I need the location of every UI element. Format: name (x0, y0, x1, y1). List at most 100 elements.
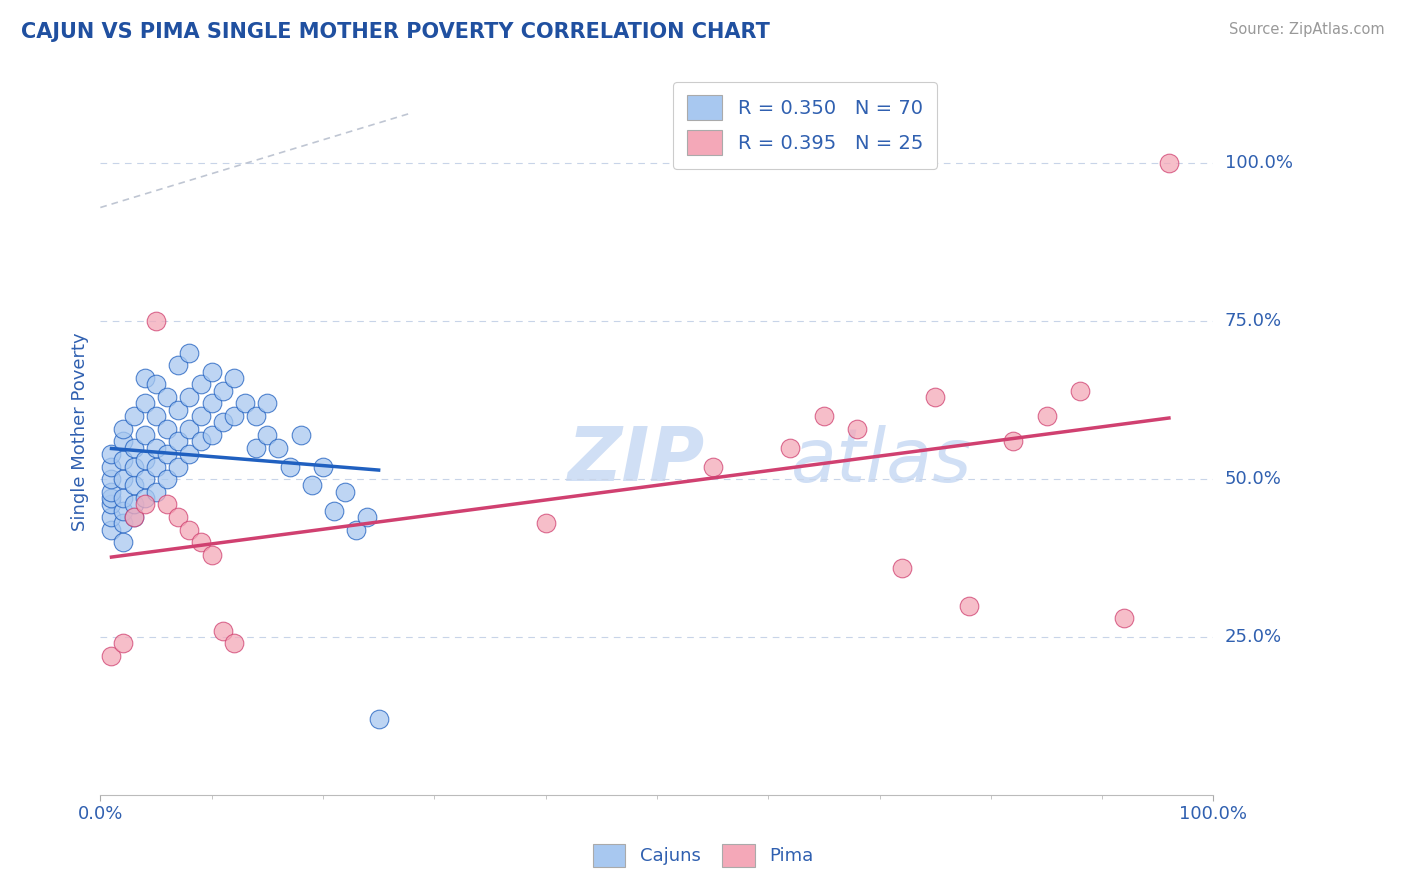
Point (367, 712, 389, 726)
Point (134, 453, 156, 467)
Point (1035, 409, 1057, 423)
Point (201, 365, 224, 379)
Point (245, 409, 267, 423)
Point (111, 516, 134, 531)
Point (122, 409, 145, 423)
Point (267, 441, 290, 455)
Text: 100.0%: 100.0% (1225, 154, 1292, 172)
Point (111, 472, 134, 486)
Point (156, 447, 179, 461)
Point (779, 441, 801, 455)
Text: 75.0%: 75.0% (1225, 312, 1282, 330)
Legend: Cajuns, Pima: Cajuns, Pima (585, 837, 821, 874)
Point (256, 396, 278, 410)
Point (100, 447, 122, 461)
Point (356, 510, 378, 524)
Point (335, 484, 357, 499)
Point (145, 409, 167, 423)
Text: ZIP: ZIP (568, 425, 706, 498)
Point (100, 491, 122, 505)
Point (134, 491, 156, 505)
Y-axis label: Single Mother Poverty: Single Mother Poverty (72, 333, 89, 531)
Point (301, 478, 323, 492)
Point (122, 498, 145, 512)
Point (111, 434, 134, 449)
Point (156, 422, 179, 436)
Legend: R = 0.350   N = 70, R = 0.395   N = 25: R = 0.350 N = 70, R = 0.395 N = 25 (673, 82, 936, 169)
Point (122, 441, 145, 455)
Point (190, 434, 212, 449)
Text: atlas: atlas (790, 425, 972, 497)
Point (179, 523, 201, 537)
Point (134, 396, 156, 410)
Text: 25.0%: 25.0% (1225, 628, 1282, 646)
Point (222, 409, 245, 423)
Point (201, 428, 224, 442)
Point (211, 415, 233, 429)
Point (179, 447, 201, 461)
Point (122, 459, 145, 474)
Point (122, 478, 145, 492)
Point (145, 377, 167, 392)
Point (156, 390, 179, 404)
Point (111, 636, 134, 650)
Point (1157, 156, 1180, 170)
Point (145, 314, 167, 328)
Point (344, 523, 367, 537)
Point (256, 428, 278, 442)
Point (100, 484, 122, 499)
Point (846, 422, 869, 436)
Point (111, 504, 134, 518)
Point (190, 409, 212, 423)
Text: 50.0%: 50.0% (1225, 470, 1281, 488)
Point (312, 459, 335, 474)
Point (1002, 434, 1025, 449)
Point (534, 516, 557, 531)
Point (222, 371, 245, 385)
Point (122, 510, 145, 524)
Point (145, 459, 167, 474)
Point (167, 402, 190, 417)
Point (100, 649, 122, 664)
Point (100, 498, 122, 512)
Point (222, 636, 245, 650)
Point (201, 548, 224, 562)
Point (100, 510, 122, 524)
Point (702, 459, 724, 474)
Point (957, 599, 980, 613)
Point (278, 459, 301, 474)
Point (179, 390, 201, 404)
Point (1114, 611, 1136, 625)
Point (245, 441, 267, 455)
Point (122, 510, 145, 524)
Point (890, 560, 912, 574)
Point (179, 422, 201, 436)
Point (134, 498, 156, 512)
Point (156, 498, 179, 512)
Point (100, 459, 122, 474)
Point (201, 396, 224, 410)
Point (111, 422, 134, 436)
Point (190, 535, 212, 549)
Point (1069, 384, 1091, 398)
Point (167, 359, 190, 373)
Point (100, 472, 122, 486)
Point (111, 453, 134, 467)
Point (167, 459, 190, 474)
Point (211, 624, 233, 638)
Point (167, 510, 190, 524)
Point (323, 504, 346, 518)
Point (167, 434, 190, 449)
Point (290, 428, 312, 442)
Point (233, 396, 256, 410)
Point (111, 491, 134, 505)
Point (134, 371, 156, 385)
Point (813, 409, 835, 423)
Point (190, 377, 212, 392)
Point (211, 384, 233, 398)
Point (145, 484, 167, 499)
Point (111, 535, 134, 549)
Point (100, 523, 122, 537)
Point (145, 441, 167, 455)
Text: Source: ZipAtlas.com: Source: ZipAtlas.com (1229, 22, 1385, 37)
